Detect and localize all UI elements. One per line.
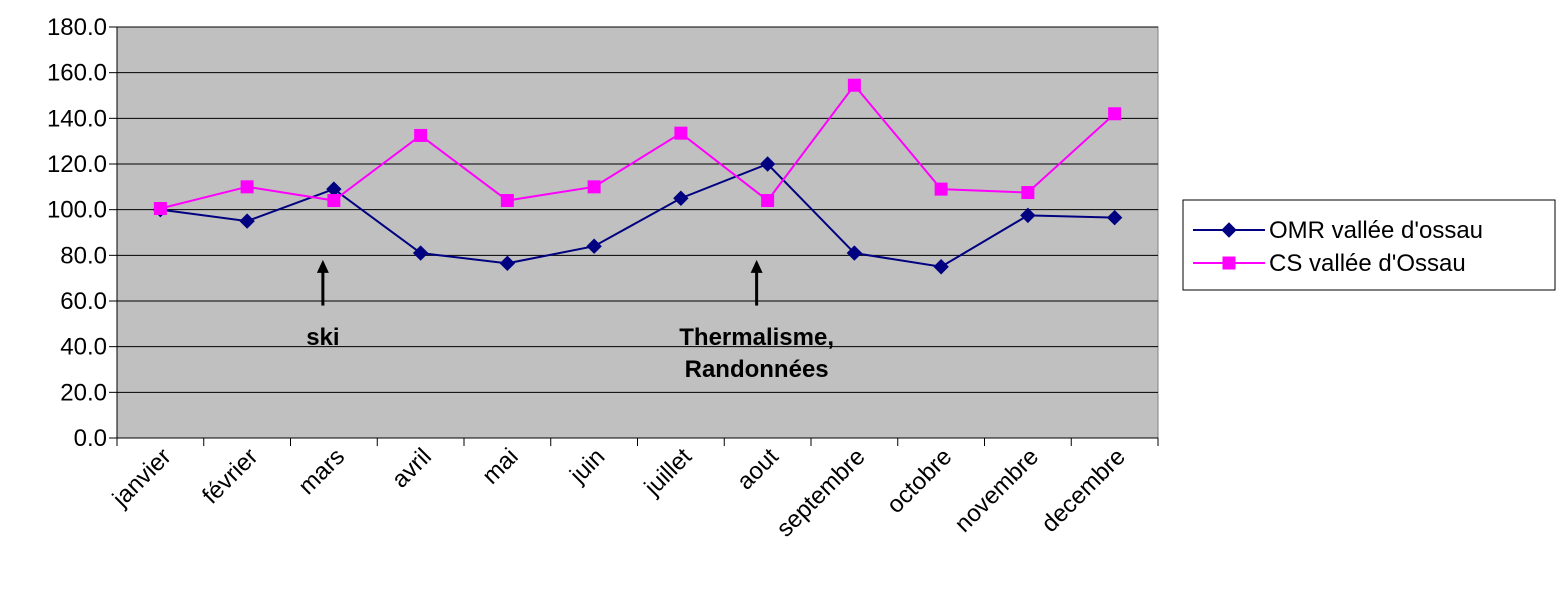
annotation-label: Randonnées bbox=[685, 356, 829, 383]
series-line bbox=[160, 162, 1115, 268]
data-point bbox=[1221, 222, 1237, 238]
data-point bbox=[1106, 209, 1123, 226]
y-tick-label: 80.0 bbox=[60, 242, 107, 269]
gridlines bbox=[117, 26, 1158, 393]
data-point bbox=[587, 180, 601, 194]
y-tick-label: 160.0 bbox=[47, 60, 107, 87]
data-point bbox=[239, 213, 255, 229]
legend-label: OMR vallée d'ossau bbox=[1269, 217, 1483, 244]
legend-item-1: OMR vallée d'ossau bbox=[1193, 217, 1483, 244]
data-point bbox=[934, 182, 948, 196]
legend-label: CS vallée d'Ossau bbox=[1269, 250, 1466, 277]
x-tick-label: aout bbox=[732, 443, 784, 495]
data-point bbox=[846, 245, 863, 261]
annotation-arrow-head bbox=[750, 259, 763, 273]
data-point bbox=[499, 255, 516, 272]
y-tick-label: 60.0 bbox=[60, 288, 107, 315]
series-2 bbox=[153, 78, 1122, 216]
annotation-2: Thermalisme, Randonnées bbox=[679, 259, 834, 383]
y-tick-label: 40.0 bbox=[60, 334, 107, 361]
annotation-1: ski bbox=[306, 259, 340, 351]
series-line bbox=[160, 83, 1116, 210]
x-tick-label: octobre bbox=[882, 443, 958, 519]
x-tick-label: mars bbox=[293, 443, 350, 500]
x-tick-label: janvier bbox=[107, 443, 177, 513]
data-point bbox=[153, 202, 167, 216]
annotation-label: Thermalisme, bbox=[679, 324, 834, 351]
legend-box bbox=[1182, 199, 1556, 291]
x-tick-label: septembre bbox=[771, 443, 870, 542]
y-tick-label: 140.0 bbox=[47, 105, 107, 132]
y-tick-label: 20.0 bbox=[60, 379, 107, 406]
data-point bbox=[586, 238, 602, 254]
x-tick-label: février bbox=[197, 443, 263, 509]
y-tick-label: 100.0 bbox=[47, 197, 107, 224]
x-axis: janvier février mars avril mai juin juillet aou… bbox=[107, 437, 1159, 542]
data-point bbox=[933, 259, 949, 275]
annotation-arrow-head bbox=[316, 259, 329, 273]
series-1 bbox=[152, 156, 1123, 275]
data-point bbox=[1021, 186, 1035, 200]
plot-area bbox=[116, 26, 1159, 439]
data-point bbox=[1020, 207, 1036, 224]
x-tick-label: decembre bbox=[1036, 443, 1131, 538]
x-tick-label: avril bbox=[387, 443, 437, 493]
data-point bbox=[674, 126, 688, 140]
legend: OMR vallée d'ossau CS vallée d'Ossau bbox=[1182, 199, 1556, 291]
annotations: ski Thermalisme, Randonnées bbox=[306, 259, 834, 383]
data-point bbox=[240, 180, 254, 194]
data-point bbox=[414, 128, 428, 142]
data-point bbox=[1108, 107, 1122, 121]
x-tick-label: mai bbox=[477, 443, 523, 489]
x-tick-label: novembre bbox=[950, 443, 1045, 538]
y-axis: 0.0 20.0 40.0 60.0 80.0 100.0 120.0 140.0 160.0 1… bbox=[47, 14, 118, 452]
legend-item-2: CS vallée d'Ossau bbox=[1193, 250, 1466, 277]
y-tick-label: 120.0 bbox=[47, 151, 107, 178]
data-point bbox=[412, 245, 429, 261]
annotation-label: ski bbox=[306, 324, 339, 351]
series-layer bbox=[152, 78, 1123, 275]
data-point bbox=[761, 194, 775, 208]
data-point bbox=[673, 190, 689, 206]
x-tick-label: juin bbox=[564, 443, 610, 489]
x-tick-label: juillet bbox=[639, 443, 698, 502]
y-tick-label: 0.0 bbox=[74, 425, 107, 452]
y-tick-label: 180.0 bbox=[47, 14, 107, 41]
data-point bbox=[500, 194, 514, 208]
data-point bbox=[847, 78, 861, 92]
data-point bbox=[759, 156, 776, 172]
data-point bbox=[327, 194, 341, 208]
data-point bbox=[1222, 256, 1236, 270]
